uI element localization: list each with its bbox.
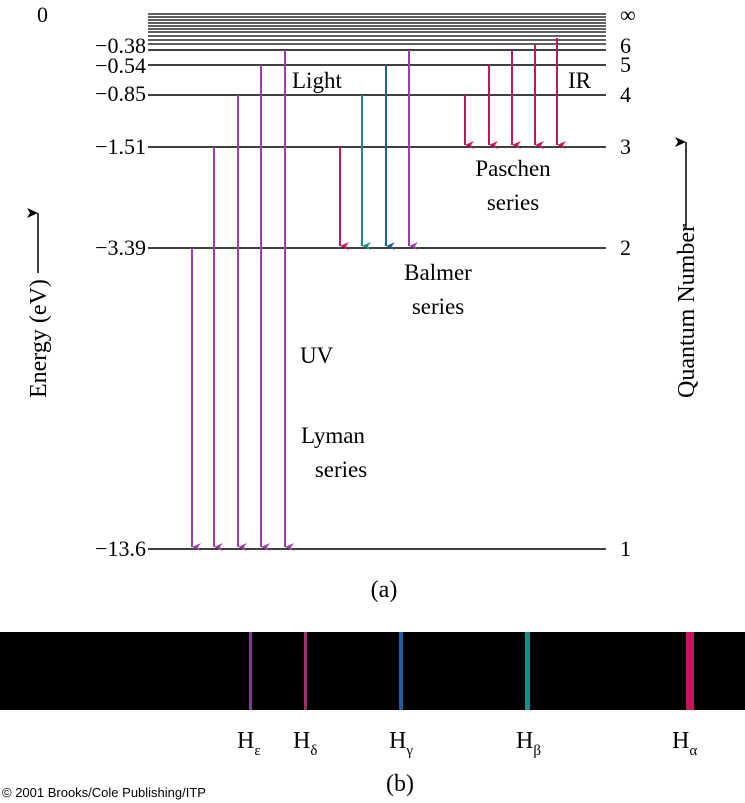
paschen-label-line1: Paschen (475, 156, 551, 181)
spectrum-line-h-epsilon (249, 632, 252, 710)
light-label: Light (292, 68, 342, 93)
quantum-label-n5: 5 (620, 52, 631, 77)
ir-label: IR (568, 68, 592, 93)
energy-levels (148, 49, 606, 550)
energy-label-inf: 0 (37, 2, 48, 27)
continuum-levels (148, 13, 606, 45)
paschen-label-line2: series (487, 190, 539, 215)
spectrum-line-h-gamma (399, 632, 403, 710)
spectrum-line-h-beta (525, 632, 530, 710)
spectrum-lines (249, 632, 694, 710)
label-h-delta: Hδ (293, 728, 317, 759)
uv-label: UV (300, 343, 334, 368)
spectrum-line-h-delta (304, 632, 307, 710)
label-h-epsilon: Hε (237, 728, 261, 759)
panel-a-label: (a) (371, 577, 398, 603)
quantum-label-inf: ∞ (620, 2, 636, 27)
quantum-label-n6: 6 (620, 33, 631, 58)
lyman-label-line2: series (315, 457, 367, 482)
energy-label-n4: −0.85 (95, 81, 146, 106)
panel-b-label: (b) (386, 771, 414, 797)
svg-text:Energy (eV): Energy (eV) (26, 279, 52, 398)
spectrum-band (0, 632, 745, 710)
balmer-arrows (339, 50, 418, 250)
label-h-alpha: Hα (672, 728, 697, 759)
copyright-text: © 2001 Brooks/Cole Publishing/ITP (2, 785, 206, 800)
balmer-label-line2: series (412, 294, 464, 319)
energy-label-n1: −13.6 (95, 536, 146, 561)
quantum-axis-title: Quantum Number (674, 137, 700, 398)
lyman-arrows (191, 50, 294, 551)
quantum-label-n4: 4 (620, 82, 631, 107)
spectrum-line-h-alpha (686, 632, 694, 710)
svg-text:Quantum Number: Quantum Number (674, 224, 700, 398)
lyman-label-line1: Lyman (301, 423, 365, 448)
energy-label-n2: −3.39 (95, 235, 146, 260)
energy-label-n5: −0.54 (95, 53, 146, 78)
balmer-label-line1: Balmer (404, 260, 472, 285)
label-h-gamma: Hγ (389, 728, 413, 759)
energy-label-n6: −0.38 (95, 33, 146, 58)
quantum-label-n1: 1 (620, 536, 631, 561)
label-h-beta: Hβ (516, 728, 541, 759)
quantum-label-n3: 3 (620, 134, 631, 159)
energy-label-n3: −1.51 (95, 134, 146, 159)
energy-axis-title: Energy (eV) (26, 208, 52, 398)
quantum-label-n2: 2 (620, 235, 631, 260)
paschen-arrows (464, 38, 566, 149)
